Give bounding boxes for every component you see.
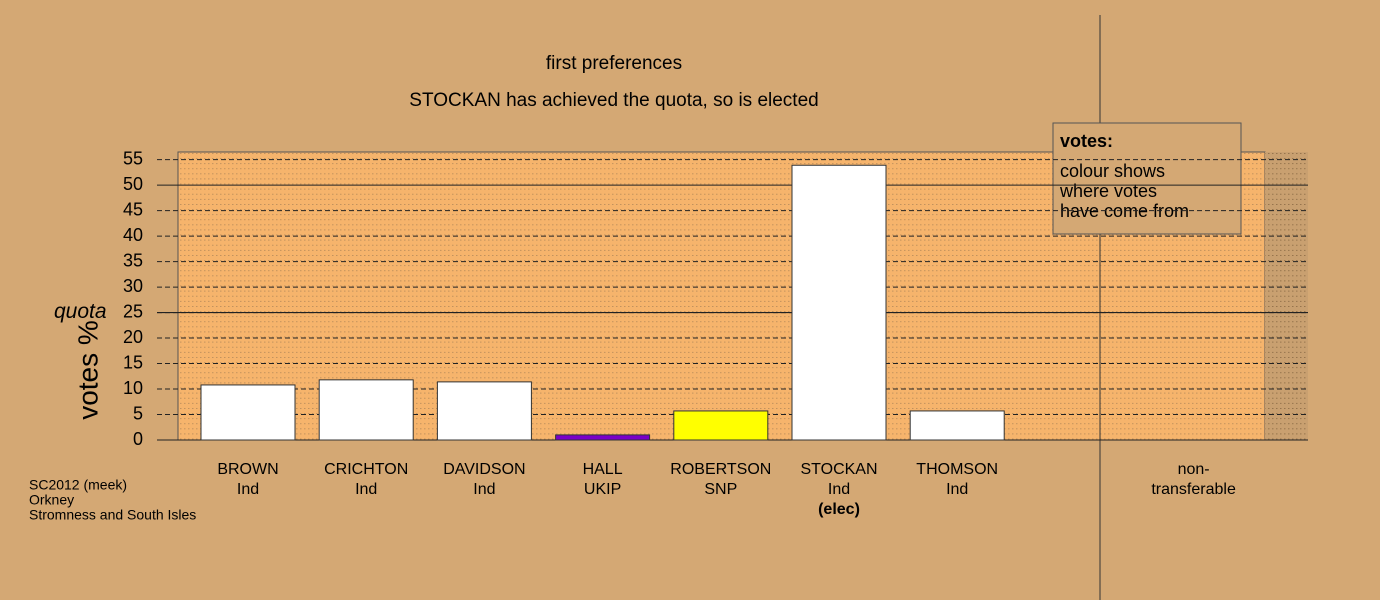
y-tick-label: 0 xyxy=(133,429,143,449)
bar xyxy=(436,381,532,441)
bar xyxy=(555,434,651,441)
legend-text: where votes xyxy=(1059,181,1157,201)
x-tick-label: (elec) xyxy=(818,501,860,518)
x-tick-label: Ind xyxy=(828,481,850,498)
legend-title: votes: xyxy=(1060,131,1113,151)
y-tick-label: 15 xyxy=(123,352,143,372)
chart-title: first preferences xyxy=(546,53,682,74)
y-tick-label: 20 xyxy=(123,327,143,347)
y-tick-label: 50 xyxy=(123,174,143,194)
y-tick-label: 10 xyxy=(123,378,143,398)
x-tick-label: DAVIDSON xyxy=(443,461,525,478)
x-tick-label: Ind xyxy=(237,481,259,498)
legend-text: colour shows xyxy=(1060,161,1165,181)
x-tick-label: CRICHTON xyxy=(324,461,408,478)
x-tick-label: non- xyxy=(1178,461,1210,478)
x-tick-label: Ind xyxy=(473,481,495,498)
y-tick-label: 25 xyxy=(123,301,143,321)
x-tick-label: BROWN xyxy=(217,461,278,478)
margin-texture xyxy=(1265,152,1308,440)
x-tick-label: HALL xyxy=(583,461,623,478)
x-tick-label: THOMSON xyxy=(916,461,998,478)
footer-text: Stromness and South Isles xyxy=(29,507,196,523)
y-tick-label: 30 xyxy=(123,276,143,296)
y-tick-label: 55 xyxy=(123,148,143,168)
bar xyxy=(909,410,1005,441)
x-tick-label: UKIP xyxy=(584,481,621,498)
bar xyxy=(200,384,296,441)
footer-text: Orkney xyxy=(29,492,74,508)
chart-subtitle: STOCKAN has achieved the quota, so is el… xyxy=(409,90,818,111)
y-tick-label: 45 xyxy=(123,199,143,219)
legend-box xyxy=(1052,122,1242,235)
x-tick-label: SNP xyxy=(704,481,737,498)
footer-text: SC2012 (meek) xyxy=(29,477,127,493)
x-tick-label: transferable xyxy=(1151,481,1236,498)
x-tick-label: ROBERTSON xyxy=(670,461,771,478)
x-tick-label: Ind xyxy=(946,481,968,498)
bar xyxy=(318,379,414,441)
y-tick-label: 5 xyxy=(133,403,143,423)
x-tick-label: Ind xyxy=(355,481,377,498)
y-axis-label: votes % xyxy=(72,320,103,420)
legend-text: have come from xyxy=(1060,201,1189,221)
bar xyxy=(673,410,769,441)
quota-label: quota xyxy=(54,300,107,323)
y-tick-label: 40 xyxy=(123,225,143,245)
y-tick-label: 35 xyxy=(123,250,143,270)
bar xyxy=(791,164,887,441)
x-tick-label: STOCKAN xyxy=(800,461,877,478)
